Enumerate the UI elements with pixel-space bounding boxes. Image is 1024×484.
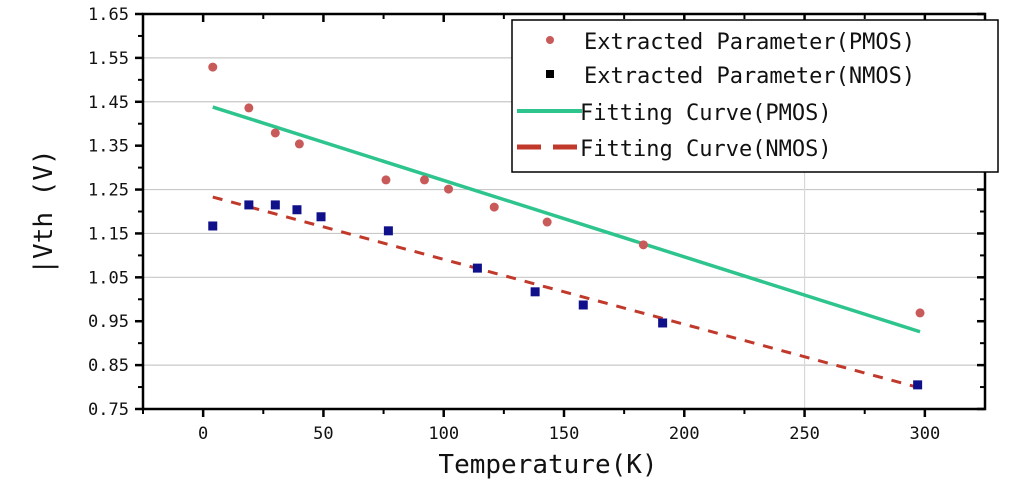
x-tick-label: 100 <box>428 424 459 444</box>
data-point-pmos <box>381 175 391 185</box>
data-point-pmos <box>542 217 552 227</box>
legend-marker-pmos <box>546 36 554 44</box>
fit-line-nmos <box>212 195 921 390</box>
data-point-nmos <box>244 200 254 210</box>
y-tick-label: 1.05 <box>88 268 129 288</box>
x-tick-label: 150 <box>549 424 580 444</box>
data-point-pmos <box>244 103 254 113</box>
data-point-pmos <box>444 184 454 194</box>
y-tick-label: 0.95 <box>88 312 129 332</box>
data-point-pmos <box>419 175 429 185</box>
y-tick-label: 1.65 <box>88 5 129 25</box>
x-axis-label: Temperature(K) <box>438 450 657 480</box>
legend-marker-nmos <box>546 70 554 78</box>
ticks: 0 50 100 150 200 250 300 0.75 0.85 0.95 1.05 1.15 1.… <box>88 5 985 444</box>
y-tick-label: 0.75 <box>88 400 129 420</box>
fit-line-pmos <box>212 105 921 334</box>
y-tick-label: 1.25 <box>88 181 129 201</box>
x-tick-label: 50 <box>313 424 333 444</box>
legend-box <box>511 19 999 173</box>
legend: Extracted Parameter(PMOS) Extracted Param… <box>511 19 999 173</box>
x-tick-label: 0 <box>198 424 208 444</box>
data-point-pmos <box>915 308 925 318</box>
data-point-nmos <box>270 200 280 210</box>
data-point-pmos <box>489 202 499 212</box>
data-point-nmos <box>530 287 540 297</box>
data-point-nmos <box>316 212 326 222</box>
y-tick-label: 1.15 <box>88 224 129 244</box>
legend-label: Fitting Curve(NMOS) <box>580 137 832 162</box>
legend-label: Extracted Parameter(NMOS) <box>584 64 915 89</box>
data-point-pmos <box>270 128 280 138</box>
y-tick-label: 1.55 <box>88 49 129 69</box>
data-point-nmos <box>292 205 302 215</box>
data-point-pmos <box>294 139 304 149</box>
y-tick-label: 1.45 <box>88 93 129 113</box>
series-layer <box>208 62 925 390</box>
data-point-pmos <box>638 240 648 250</box>
data-point-nmos <box>472 263 482 273</box>
data-point-nmos <box>383 226 393 236</box>
y-tick-label: 1.35 <box>88 137 129 157</box>
x-tick-label: 200 <box>669 424 700 444</box>
data-point-nmos <box>913 380 923 390</box>
data-point-nmos <box>208 221 218 231</box>
data-point-nmos <box>578 300 588 310</box>
data-point-nmos <box>658 318 668 328</box>
data-point-pmos <box>208 62 218 72</box>
y-tick-label: 0.85 <box>88 356 129 376</box>
legend-label: Fitting Curve(PMOS) <box>580 101 832 126</box>
x-tick-label: 250 <box>789 424 820 444</box>
y-axis-label: |Vth (V) <box>29 149 59 274</box>
x-tick-label: 300 <box>909 424 940 444</box>
legend-label: Extracted Parameter(PMOS) <box>584 30 915 55</box>
